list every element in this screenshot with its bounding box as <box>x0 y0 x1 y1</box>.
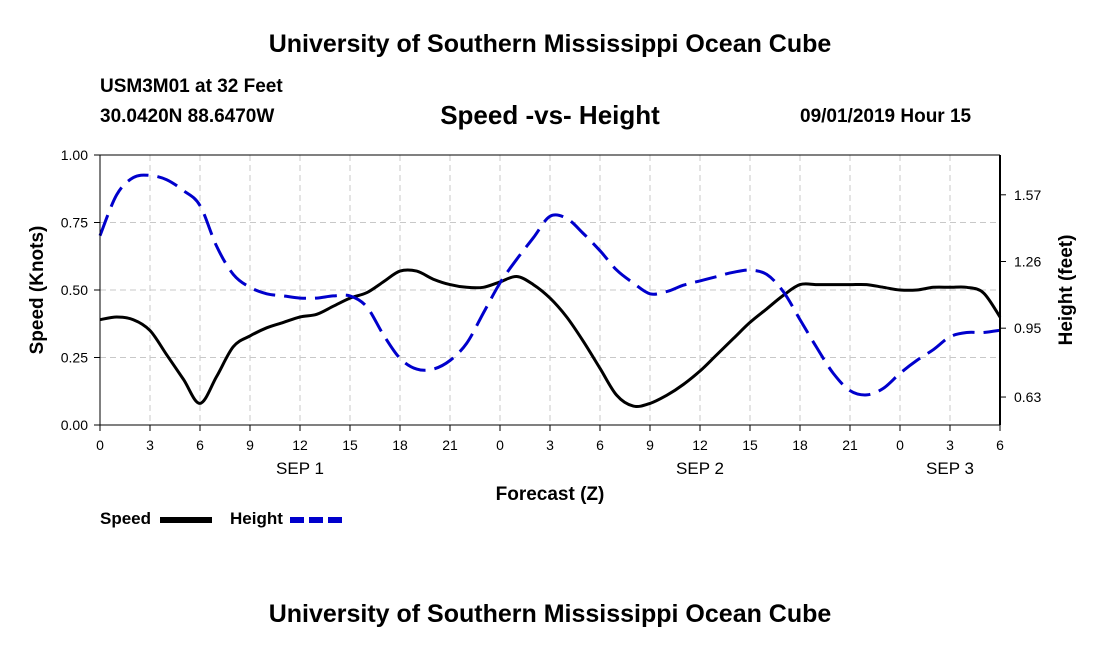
series-line-speed <box>99 268 1002 409</box>
day-label: SEP 3 <box>926 459 974 478</box>
x-tick-label: 3 <box>146 437 154 453</box>
y-axis-title: Speed (Knots) <box>27 226 48 355</box>
y2-tick-label: 1.57 <box>1014 187 1041 203</box>
chart-subtitle: Speed -vs- Height <box>440 100 660 130</box>
coordinates-label: 30.0420N 88.6470W <box>100 106 275 127</box>
x-tick-label: 9 <box>246 437 254 453</box>
x-tick-label: 21 <box>442 437 458 453</box>
x-tick-label: 6 <box>196 437 204 453</box>
footer-title: University of Southern Mississippi Ocean… <box>268 600 832 628</box>
x-tick-label: 6 <box>596 437 604 453</box>
day-label: SEP 2 <box>676 459 724 478</box>
y2-tick-label: 0.63 <box>1014 389 1041 405</box>
x-tick-label: 3 <box>946 437 954 453</box>
y2-tick-label: 0.95 <box>1014 320 1041 336</box>
day-label: SEP 1 <box>276 459 324 478</box>
datetime-label: 09/01/2019 Hour 15 <box>800 106 972 127</box>
chart-title: University of Southern Mississippi Ocean… <box>268 30 832 58</box>
y-tick-label: 0.50 <box>61 282 88 298</box>
x-tick-label: 3 <box>546 437 554 453</box>
y-tick-label: 0.25 <box>61 350 88 366</box>
y-tick-label: 1.00 <box>61 147 88 163</box>
x-tick-label: 18 <box>792 437 808 453</box>
legend-height-label: Height <box>230 509 283 528</box>
x-tick-label: 12 <box>692 437 708 453</box>
x-tick-label: 15 <box>742 437 758 453</box>
legend-speed-label: Speed <box>100 509 152 528</box>
x-tick-label: 12 <box>292 437 308 453</box>
x-tick-label: 0 <box>496 437 504 453</box>
y-tick-label: 0.00 <box>61 417 88 433</box>
station-label: USM3M01 at 32 Feet <box>100 76 283 97</box>
series-line-height <box>98 173 1001 397</box>
y2-axis-title: Height (feet) <box>1056 235 1077 346</box>
x-tick-label: 15 <box>342 437 358 453</box>
x-tick-label: 0 <box>96 437 104 453</box>
y2-tick-label: 1.26 <box>1014 253 1041 269</box>
x-axis-title: Forecast (Z) <box>496 484 605 505</box>
x-tick-label: 0 <box>896 437 904 453</box>
x-tick-label: 18 <box>392 437 408 453</box>
x-tick-label: 6 <box>996 437 1004 453</box>
x-tick-label: 21 <box>842 437 858 453</box>
y-tick-label: 0.75 <box>61 215 88 231</box>
x-tick-label: 9 <box>646 437 654 453</box>
